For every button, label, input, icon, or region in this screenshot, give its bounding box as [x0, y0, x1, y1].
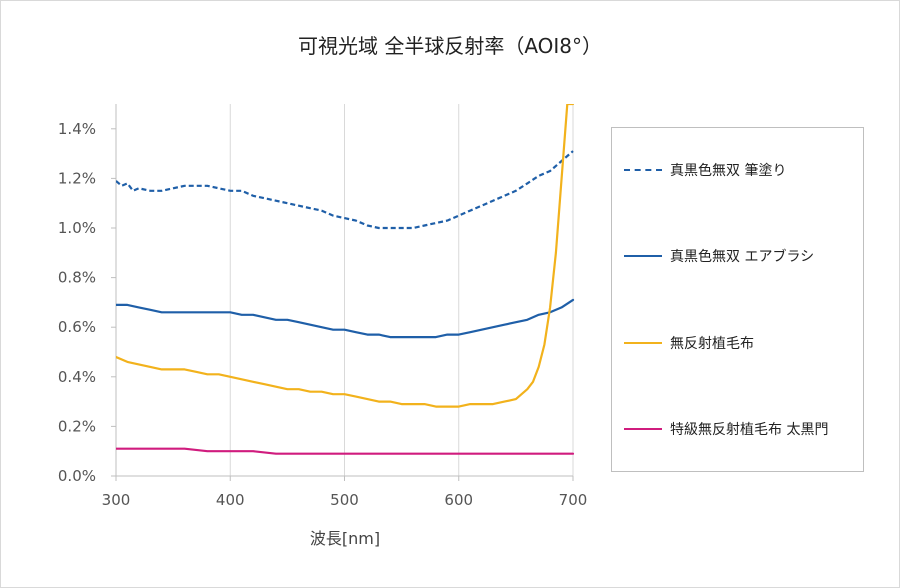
x-tick-label: 600	[444, 491, 473, 509]
y-tick-label: 0.6%	[58, 318, 96, 336]
series-lines	[116, 104, 575, 455]
legend-label: 真黒色無双 エアブラシ	[670, 249, 815, 265]
series-line-4	[116, 447, 575, 455]
x-tick-label: 700	[559, 491, 588, 509]
legend-label: 特級無反射植毛布 太黒門	[670, 422, 829, 438]
tick-labels: 0.0% 0.2% 0.4% 0.6% 0.8% 1.0% 1.2% 1.4% 300 400 50…	[58, 120, 587, 509]
legend-swatch	[624, 342, 662, 344]
axes	[111, 104, 574, 481]
series-line-1	[116, 150, 574, 230]
x-tick-label: 400	[216, 491, 245, 509]
legend-item: 特級無反射植毛布 太黒門	[624, 419, 828, 439]
y-tick-label: 1.0%	[58, 219, 96, 237]
y-tick-label: 0.4%	[58, 368, 96, 386]
legend-item: 真黒色無双 筆塗り	[624, 160, 786, 180]
x-tick-label: 300	[102, 491, 131, 509]
grid-lines	[229, 104, 574, 476]
legend-label: 無反射植毛布	[670, 336, 754, 352]
legend-swatch	[624, 169, 662, 171]
y-tick-label: 0.2%	[58, 417, 96, 435]
legend: 真黒色無双 筆塗り真黒色無双 エアブラシ 無反射植毛布特級無反射植毛布 太黒門	[611, 127, 864, 472]
x-tick-label: 500	[330, 491, 359, 509]
x-axis-title: 波長[nm]	[310, 529, 380, 548]
legend-label: 真黒色無双 筆塗り	[670, 163, 787, 179]
legend-item: 無反射植毛布	[624, 333, 754, 353]
y-tick-label: 1.4%	[58, 120, 96, 138]
legend-swatch	[624, 428, 662, 430]
chart-title: 可視光域 全半球反射率（AOI8°）	[297, 34, 603, 58]
legend-item: 真黒色無双 エアブラシ	[624, 246, 814, 266]
legend-swatch	[624, 255, 662, 257]
y-tick-label: 0.0%	[58, 467, 96, 485]
series-line-3	[116, 104, 575, 408]
y-tick-label: 1.2%	[58, 169, 96, 187]
y-tick-label: 0.8%	[58, 269, 96, 287]
series-line-2	[116, 298, 575, 339]
